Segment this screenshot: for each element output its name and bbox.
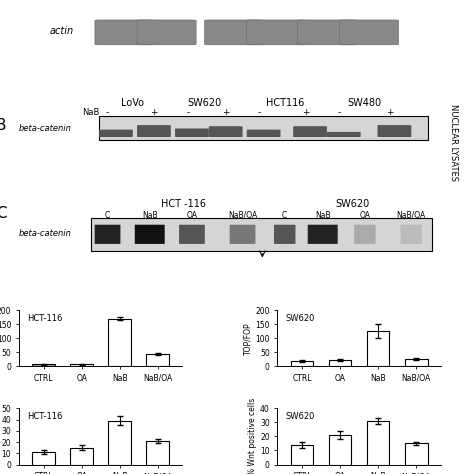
FancyBboxPatch shape — [274, 225, 295, 244]
Text: beta-catenin: beta-catenin — [19, 124, 72, 133]
FancyBboxPatch shape — [175, 128, 209, 137]
FancyBboxPatch shape — [230, 225, 255, 244]
Y-axis label: % Wnt positive cells: % Wnt positive cells — [248, 398, 257, 474]
Text: B: B — [0, 118, 6, 133]
Text: -: - — [258, 108, 261, 117]
FancyBboxPatch shape — [95, 20, 154, 45]
Text: beta-catenin: beta-catenin — [19, 229, 72, 238]
Text: C: C — [282, 211, 287, 220]
FancyBboxPatch shape — [137, 20, 196, 45]
Text: +: + — [150, 108, 158, 117]
Text: HCT-116: HCT-116 — [27, 313, 63, 322]
Bar — [291, 445, 313, 465]
FancyBboxPatch shape — [205, 20, 264, 45]
Bar — [291, 361, 313, 366]
Text: SW620: SW620 — [285, 412, 315, 421]
Bar — [367, 421, 390, 465]
Bar — [328, 360, 351, 366]
Text: -: - — [106, 108, 109, 117]
FancyBboxPatch shape — [293, 126, 327, 137]
Bar — [405, 359, 428, 366]
Text: NaB/OA: NaB/OA — [228, 211, 257, 220]
FancyBboxPatch shape — [179, 225, 205, 244]
Text: SW620: SW620 — [187, 98, 222, 108]
Text: +: + — [222, 108, 229, 117]
Text: NaB: NaB — [142, 211, 157, 220]
FancyBboxPatch shape — [135, 225, 164, 244]
Text: NaB: NaB — [82, 108, 100, 117]
Text: NUCLEAR LYSATES: NUCLEAR LYSATES — [449, 104, 458, 181]
Text: SW620: SW620 — [285, 313, 315, 322]
FancyBboxPatch shape — [378, 125, 411, 137]
Text: HCT-116: HCT-116 — [27, 412, 63, 421]
Bar — [70, 447, 93, 465]
Text: OA: OA — [186, 211, 198, 220]
FancyBboxPatch shape — [95, 225, 120, 244]
Bar — [109, 319, 131, 366]
FancyBboxPatch shape — [99, 129, 133, 137]
Text: -: - — [338, 108, 341, 117]
Text: SW480: SW480 — [348, 98, 382, 108]
Text: -: - — [186, 108, 189, 117]
Y-axis label: TOP/FOP: TOP/FOP — [243, 322, 252, 355]
FancyBboxPatch shape — [297, 20, 356, 45]
Bar — [405, 444, 428, 465]
FancyBboxPatch shape — [339, 20, 399, 45]
Bar — [32, 452, 55, 465]
Bar — [70, 365, 93, 366]
FancyBboxPatch shape — [327, 132, 361, 137]
Bar — [146, 354, 169, 366]
Text: +: + — [386, 108, 394, 117]
FancyBboxPatch shape — [308, 225, 337, 244]
FancyBboxPatch shape — [99, 116, 428, 140]
Bar — [32, 365, 55, 366]
Text: HCT116: HCT116 — [265, 98, 304, 108]
FancyBboxPatch shape — [247, 129, 281, 137]
Text: LoVo: LoVo — [121, 98, 145, 108]
FancyBboxPatch shape — [91, 218, 432, 251]
FancyBboxPatch shape — [401, 225, 422, 244]
Text: SW620: SW620 — [335, 200, 369, 210]
FancyBboxPatch shape — [209, 126, 243, 137]
Text: +: + — [302, 108, 310, 117]
Bar — [146, 441, 169, 465]
Text: OA: OA — [359, 211, 370, 220]
Text: HCT -116: HCT -116 — [161, 200, 206, 210]
FancyBboxPatch shape — [354, 225, 375, 244]
Text: NaB: NaB — [315, 211, 330, 220]
Text: C: C — [0, 206, 6, 221]
Bar — [109, 421, 131, 465]
FancyBboxPatch shape — [137, 125, 171, 137]
Text: NaB/OA: NaB/OA — [397, 211, 426, 220]
Bar — [328, 435, 351, 465]
FancyBboxPatch shape — [247, 20, 306, 45]
Bar — [367, 331, 390, 366]
Text: actin: actin — [50, 26, 74, 36]
Text: C: C — [105, 211, 110, 220]
